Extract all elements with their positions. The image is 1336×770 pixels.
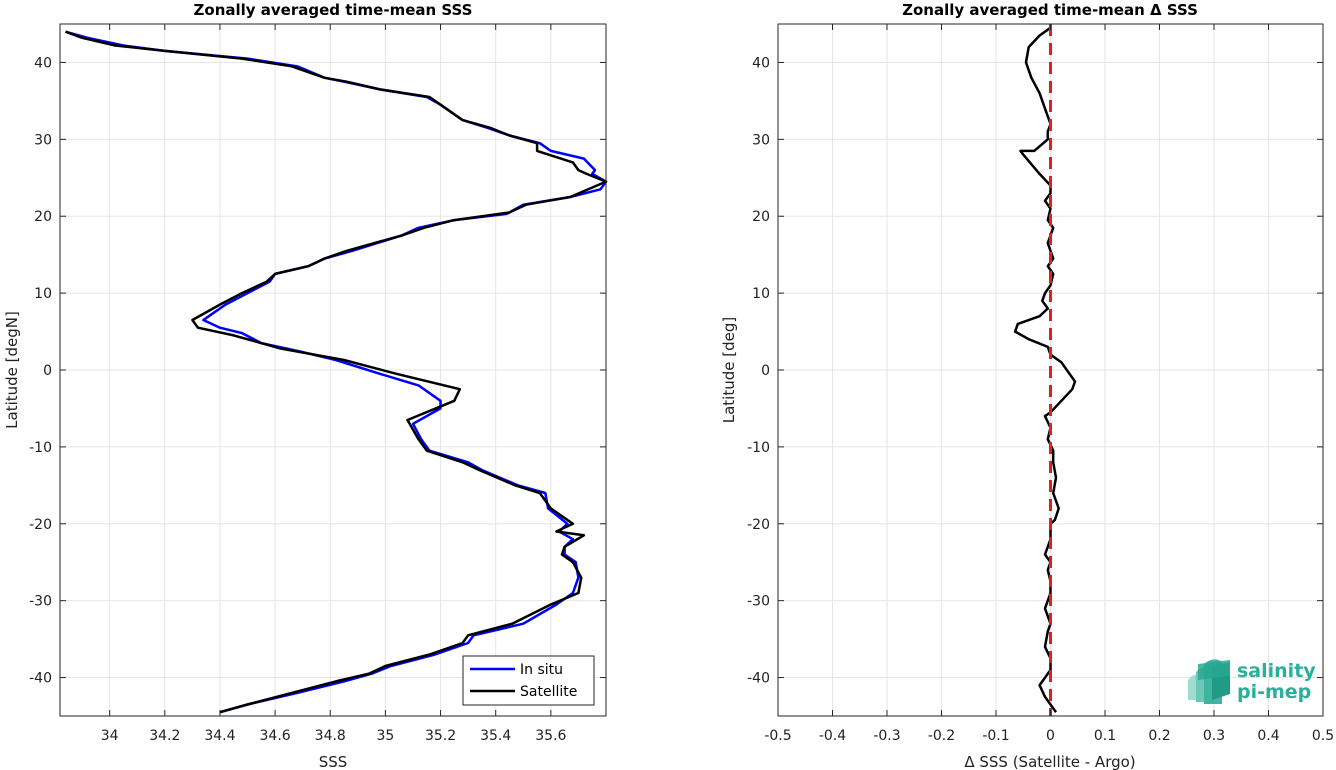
- x-tick-label: -0.1: [982, 728, 1009, 744]
- left-y-axis-label: Latitude [degN]: [3, 311, 21, 429]
- y-tick-label: -40: [29, 671, 52, 687]
- salinity-pi-mep-logo: salinity pi-mep: [1188, 659, 1316, 704]
- left-chart-panel: 34 34.2 34.4 34.6 34.8 35 35.2 35.4 35.6 -40 -30 -2…: [3, 1, 608, 770]
- x-tick-label: 34.4: [204, 728, 235, 744]
- y-tick-label: -40: [747, 671, 770, 687]
- series-line-satellite: [65, 30, 608, 714]
- x-tick-label: 35: [376, 728, 394, 744]
- y-tick-label: 0: [43, 363, 52, 379]
- x-tick-label: 35.2: [425, 728, 456, 744]
- x-tick-label: -0.4: [819, 728, 846, 744]
- x-tick-label: 0.2: [1148, 728, 1170, 744]
- y-tick-label: -30: [29, 594, 52, 610]
- y-tick-label: 10: [752, 286, 770, 302]
- x-tick-label: 35.6: [535, 728, 566, 744]
- right-y-axis-label: Latitude [deg]: [720, 317, 738, 423]
- y-tick-label: 30: [34, 132, 52, 148]
- x-tick-label: -0.3: [873, 728, 900, 744]
- x-tick-label: 0.1: [1094, 728, 1116, 744]
- left-ticks: 34 34.2 34.4 34.6 34.8 35 35.2 35.4 35.6 -40 -30 -2…: [29, 24, 606, 744]
- x-tick-label: 0.5: [1312, 728, 1334, 744]
- right-series-group: [1013, 24, 1077, 716]
- y-tick-label: 10: [34, 286, 52, 302]
- x-tick-label: 0.3: [1203, 728, 1225, 744]
- left-series-group: [65, 30, 608, 714]
- left-x-axis-label: SSS: [319, 753, 348, 770]
- logo-wave-icon: [1188, 659, 1230, 704]
- y-tick-label: 20: [34, 209, 52, 225]
- y-tick-label: 30: [752, 132, 770, 148]
- right-ticks: -0.5 -0.4 -0.3 -0.2 -0.1 0 0.1 0.2 0.3 0.4 0.5 -40 -…: [747, 24, 1334, 744]
- x-tick-label: 0.4: [1257, 728, 1279, 744]
- left-chart-title: Zonally averaged time-mean SSS: [194, 1, 473, 19]
- x-tick-label: -0.5: [764, 728, 791, 744]
- x-tick-label: 35.4: [480, 728, 511, 744]
- x-tick-label: 34: [101, 728, 119, 744]
- legend-label-satellite: Satellite: [520, 684, 577, 700]
- y-tick-label: 0: [761, 363, 770, 379]
- x-tick-label: 34.6: [260, 728, 291, 744]
- logo-text-pi-mep: pi-mep: [1237, 681, 1311, 703]
- x-tick-label: 34.8: [315, 728, 346, 744]
- legend-label-in-situ: In situ: [520, 662, 563, 678]
- y-tick-label: 40: [34, 55, 52, 71]
- x-tick-label: -0.2: [928, 728, 955, 744]
- x-tick-label: 0: [1046, 728, 1055, 744]
- y-tick-label: -10: [747, 440, 770, 456]
- y-tick-label: 20: [752, 209, 770, 225]
- y-tick-label: 40: [752, 55, 770, 71]
- right-x-axis-label: Δ SSS (Satellite - Argo): [964, 753, 1135, 770]
- y-tick-label: -20: [29, 517, 52, 533]
- y-tick-label: -30: [747, 594, 770, 610]
- x-tick-label: 34.2: [149, 728, 180, 744]
- y-tick-label: -20: [747, 517, 770, 533]
- y-tick-label: -10: [29, 440, 52, 456]
- right-chart-panel: -0.5 -0.4 -0.3 -0.2 -0.1 0 0.1 0.2 0.3 0.4 0.5 -40 -…: [720, 1, 1334, 770]
- legend: In situ Satellite: [462, 655, 595, 706]
- legend-box: [462, 655, 595, 706]
- right-chart-title: Zonally averaged time-mean Δ SSS: [902, 1, 1198, 19]
- logo-text-salinity: salinity: [1237, 660, 1316, 682]
